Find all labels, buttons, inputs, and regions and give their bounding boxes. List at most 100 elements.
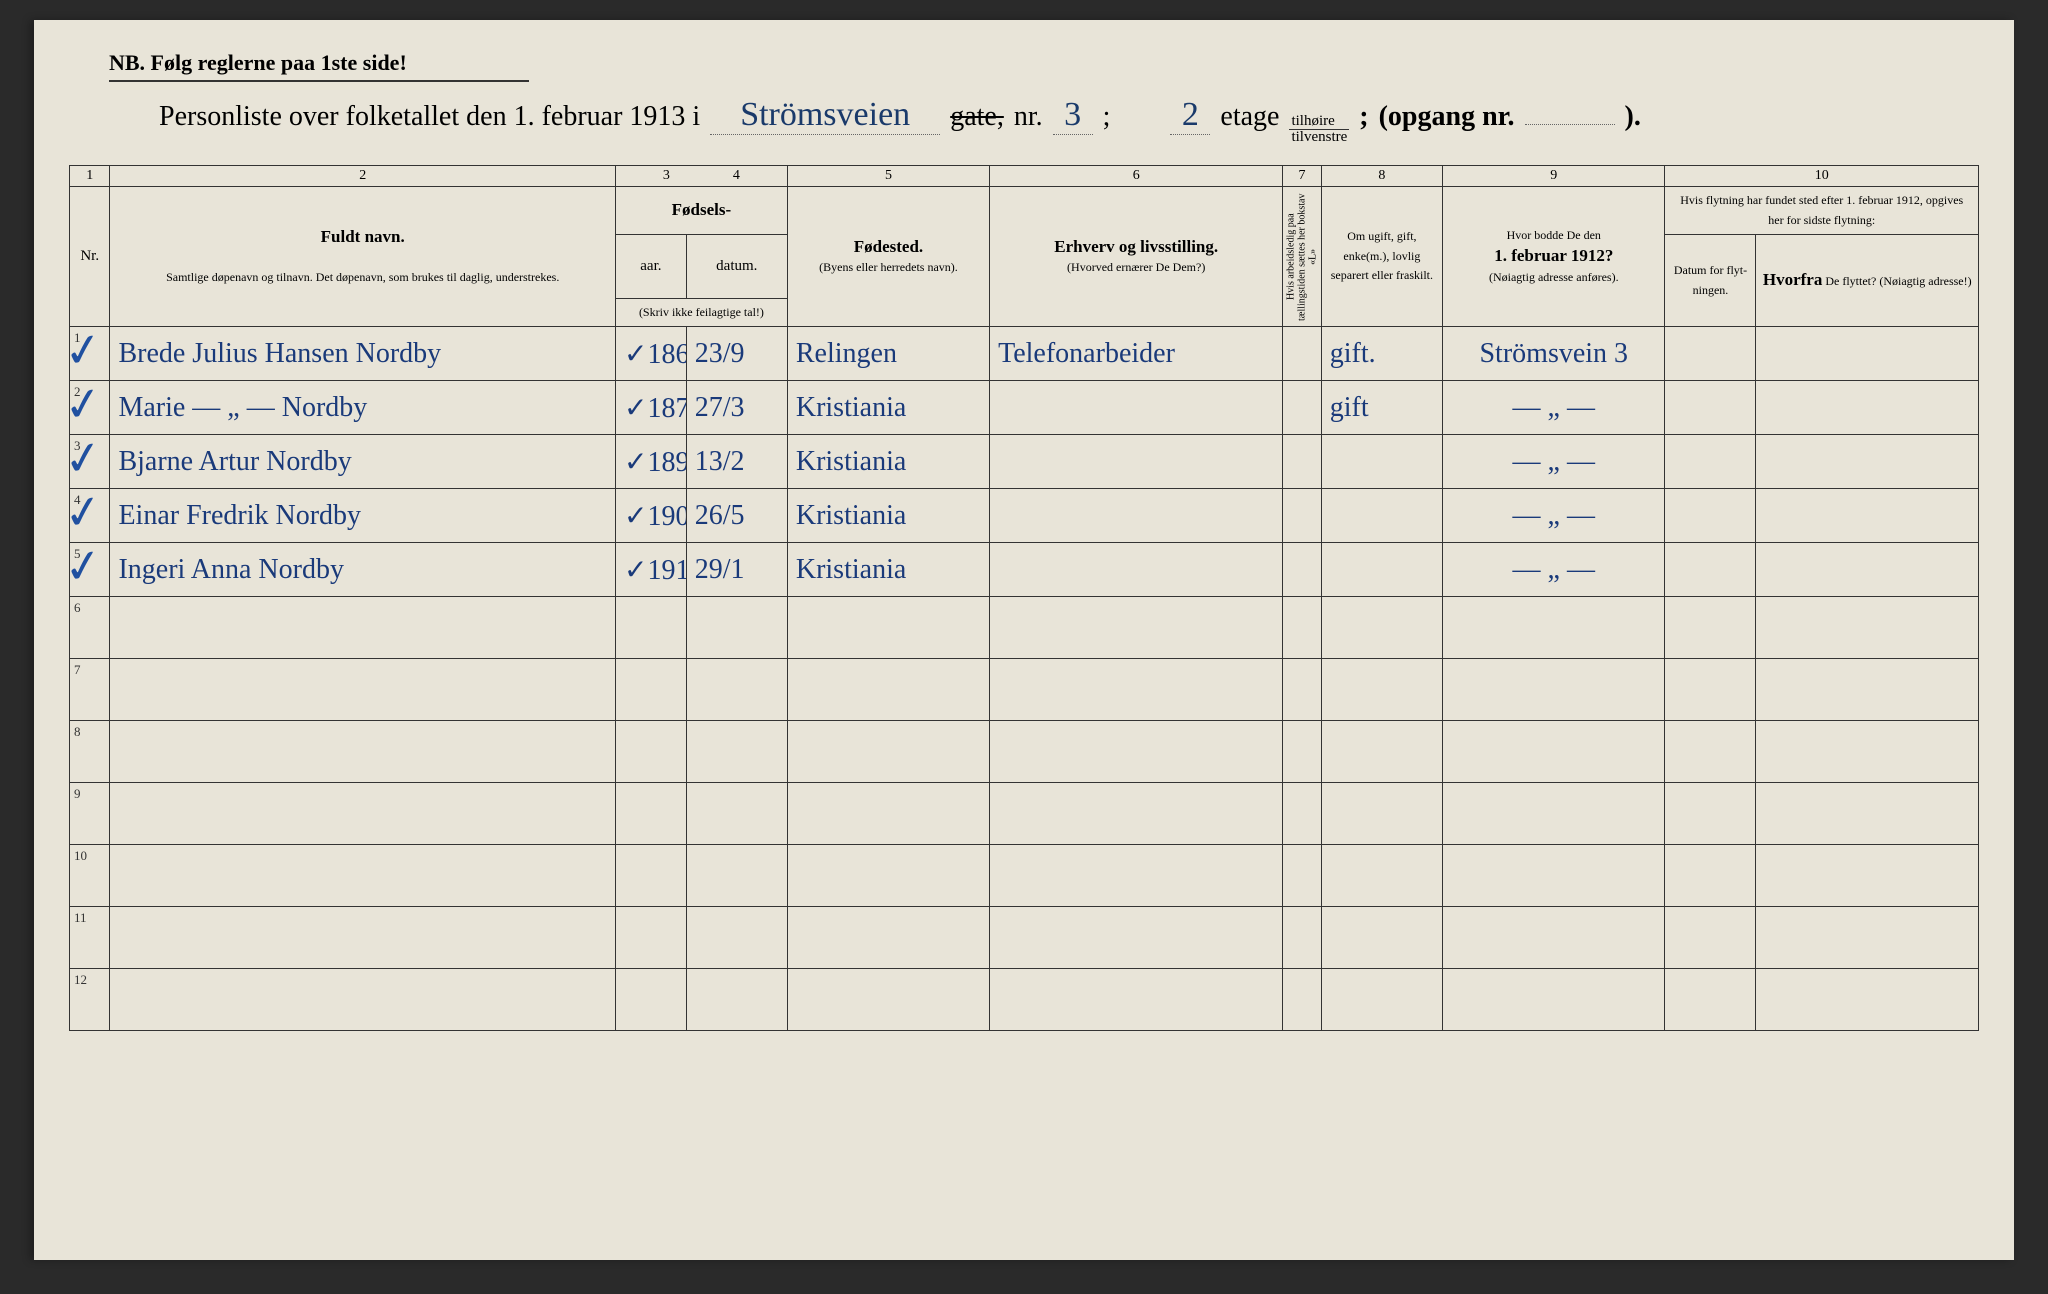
- frac-top: tilhøire: [1289, 114, 1349, 130]
- hdr-name: Fuldt navn. Samtlige døpenavn og tilnavn…: [110, 187, 616, 327]
- row-c9: [1443, 597, 1665, 659]
- row-nr: ✓3: [70, 435, 110, 489]
- etage-field: 2: [1170, 96, 1210, 135]
- row-c10b: [1756, 845, 1979, 907]
- hdr-col10a: Datum for flyt-ningen.: [1665, 235, 1756, 327]
- row-c10b: [1756, 907, 1979, 969]
- row-fodested: Relingen: [787, 327, 989, 381]
- row-aar: [615, 845, 686, 907]
- row-erhverv: [990, 381, 1283, 435]
- gate-label: gate,: [950, 101, 1004, 133]
- table-row: 9: [70, 783, 1979, 845]
- title-close: ).: [1625, 101, 1641, 133]
- colnum-2: 2: [110, 166, 616, 187]
- hdr-fodsels: Fødsels-: [615, 187, 787, 235]
- row-c10a: [1665, 783, 1756, 845]
- opgang-field: [1525, 124, 1615, 125]
- row-c10b: [1756, 435, 1979, 489]
- house-nr-field: 3: [1053, 96, 1093, 135]
- row-aar: [615, 969, 686, 1031]
- row-c8: [1321, 783, 1442, 845]
- table-row: 8: [70, 721, 1979, 783]
- row-nr: ✓2: [70, 381, 110, 435]
- hdr-col10b: Hvorfra De flyttet? (Nøiagtig adresse!): [1756, 235, 1979, 327]
- column-number-row: 1 2 3 4 5 6 7 8 9 10: [70, 166, 1979, 187]
- street-name-field: Strömsveien: [710, 96, 940, 135]
- row-c9: Strömsvein 3: [1443, 327, 1665, 381]
- row-c9: [1443, 783, 1665, 845]
- colnum-3-4: 3 4: [615, 166, 787, 187]
- row-aar: ✓1899: [615, 435, 686, 489]
- row-c10a: [1665, 489, 1756, 543]
- row-nr: 10: [70, 845, 110, 907]
- row-name: [110, 969, 616, 1031]
- row-c10a: [1665, 435, 1756, 489]
- colnum-9: 9: [1443, 166, 1665, 187]
- row-c8: [1321, 969, 1442, 1031]
- row-c7: [1283, 327, 1321, 381]
- row-datum: 23/9: [686, 327, 787, 381]
- semicolon: ;: [1103, 101, 1111, 133]
- row-nr: 11: [70, 907, 110, 969]
- colnum-8: 8: [1321, 166, 1442, 187]
- row-c7: [1283, 597, 1321, 659]
- row-fodested: [787, 907, 989, 969]
- row-nr: ✓4: [70, 489, 110, 543]
- hdr-fodested: Fødested. (Byens eller herredets navn).: [787, 187, 989, 327]
- row-c10b: [1756, 327, 1979, 381]
- row-datum: [686, 721, 787, 783]
- row-erhverv: [990, 659, 1283, 721]
- row-nr: 9: [70, 783, 110, 845]
- row-fodested: [787, 783, 989, 845]
- table-row: 11: [70, 907, 1979, 969]
- row-c7: [1283, 783, 1321, 845]
- row-name: [110, 597, 616, 659]
- table-row: 10: [70, 845, 1979, 907]
- row-name: Brede Julius Hansen Nordby: [110, 327, 616, 381]
- row-c8: [1321, 845, 1442, 907]
- row-erhverv: [990, 721, 1283, 783]
- row-name: Ingeri Anna Nordby: [110, 543, 616, 597]
- hdr-col9: Hvor bodde De den 1. februar 1912? (Nøia…: [1443, 187, 1665, 327]
- table-row: 12: [70, 969, 1979, 1031]
- row-datum: 26/5: [686, 489, 787, 543]
- row-fodested: Kristiania: [787, 543, 989, 597]
- hdr-aar: aar.: [615, 235, 686, 299]
- row-nr: 7: [70, 659, 110, 721]
- row-datum: [686, 659, 787, 721]
- row-name: Marie — „ — Nordby: [110, 381, 616, 435]
- row-c10a: [1665, 969, 1756, 1031]
- row-datum: [686, 969, 787, 1031]
- row-c9: [1443, 969, 1665, 1031]
- row-name: [110, 907, 616, 969]
- row-datum: [686, 845, 787, 907]
- row-nr: ✓1: [70, 327, 110, 381]
- colnum-5: 5: [787, 166, 989, 187]
- row-aar: [615, 597, 686, 659]
- row-c8: gift.: [1321, 327, 1442, 381]
- row-c7: [1283, 489, 1321, 543]
- row-nr: 12: [70, 969, 110, 1031]
- row-c10a: [1665, 721, 1756, 783]
- row-aar: ✓1869: [615, 327, 686, 381]
- hdr-col7: Hvis arbeidsledig paa tællingstiden sætt…: [1283, 187, 1321, 327]
- hdr-datum: datum.: [686, 235, 787, 299]
- colnum-1: 1: [70, 166, 110, 187]
- row-erhverv: [990, 969, 1283, 1031]
- colnum-7: 7: [1283, 166, 1321, 187]
- form-title-line: Personliste over folketallet den 1. febr…: [159, 96, 1979, 145]
- row-c9: — „ —: [1443, 381, 1665, 435]
- row-fodested: [787, 659, 989, 721]
- row-c7: [1283, 907, 1321, 969]
- row-c7: [1283, 659, 1321, 721]
- row-name: [110, 659, 616, 721]
- hdr-erhverv: Erhverv og livsstilling. (Hvorved ernære…: [990, 187, 1283, 327]
- table-row: ✓5Ingeri Anna Nordby✓191129/1Kristiania—…: [70, 543, 1979, 597]
- title-prefix: Personliste over folketallet den 1. febr…: [159, 101, 700, 133]
- row-c8: [1321, 543, 1442, 597]
- row-c10b: [1756, 783, 1979, 845]
- row-fodested: [787, 721, 989, 783]
- row-erhverv: [990, 907, 1283, 969]
- row-c7: [1283, 969, 1321, 1031]
- row-c9: [1443, 721, 1665, 783]
